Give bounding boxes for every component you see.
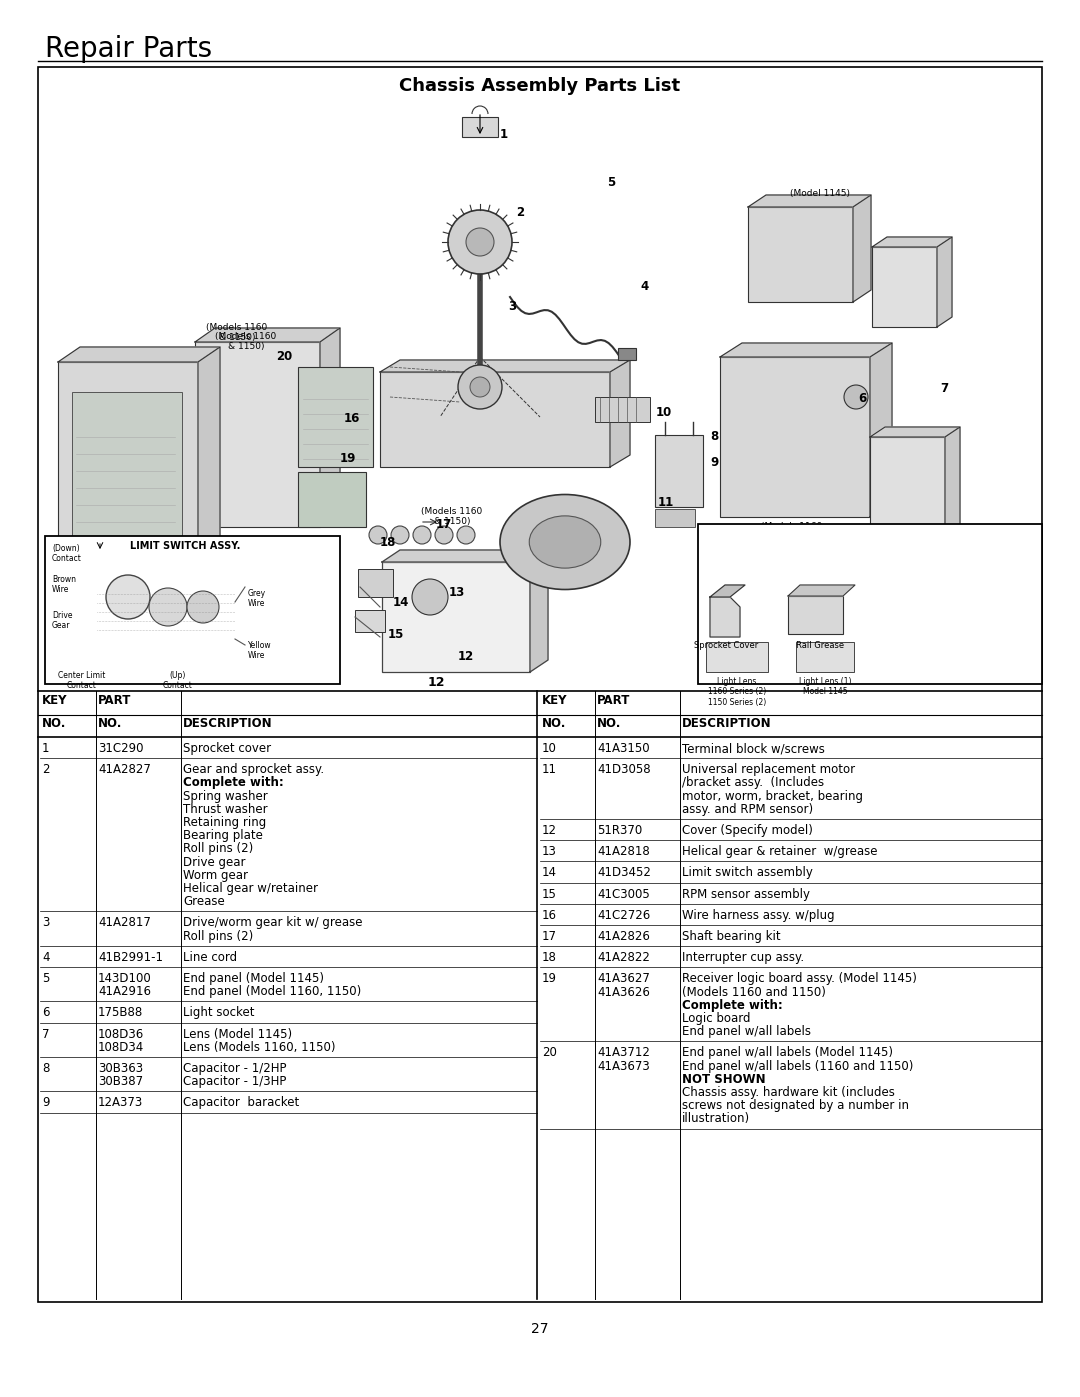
Text: Receiver logic board assy. (Model 1145): Receiver logic board assy. (Model 1145) [681,972,917,985]
Text: 41A2826: 41A2826 [597,930,650,943]
Text: 14: 14 [542,866,557,879]
Polygon shape [198,346,220,557]
Text: motor, worm, bracket, bearing: motor, worm, bracket, bearing [681,789,863,803]
Text: LIMIT SWITCH ASSY.: LIMIT SWITCH ASSY. [130,541,240,550]
Polygon shape [610,360,630,467]
Text: PART: PART [98,694,132,707]
Text: 41A3712: 41A3712 [597,1046,650,1059]
Text: 7: 7 [42,1028,50,1041]
Text: Roll pins (2): Roll pins (2) [183,842,253,855]
Text: KEY: KEY [542,694,567,707]
Bar [796,643,854,672]
Text: Chassis assy. hardware kit (includes: Chassis assy. hardware kit (includes [681,1085,895,1099]
Bar [748,207,853,302]
Bar [298,472,366,527]
Text: 10: 10 [656,407,672,419]
Text: 15: 15 [388,627,404,640]
Polygon shape [788,585,855,597]
Text: 41A3673: 41A3673 [597,1059,650,1073]
Text: assy. and RPM sensor): assy. and RPM sensor) [681,803,813,816]
Text: 12: 12 [542,824,557,837]
Bar [462,117,498,137]
Bar [72,393,183,548]
Polygon shape [710,597,740,637]
Text: 41A3626: 41A3626 [597,986,650,999]
Text: PART: PART [597,694,631,707]
Text: 2: 2 [42,763,50,777]
Text: illustration): illustration) [681,1112,751,1126]
Text: Cover (Specify model): Cover (Specify model) [681,824,813,837]
Circle shape [843,386,868,409]
Circle shape [465,228,494,256]
Text: RPM sensor assembly: RPM sensor assembly [681,887,810,901]
Circle shape [470,377,490,397]
Text: End panel w/all labels (1160 and 1150): End panel w/all labels (1160 and 1150) [681,1059,914,1073]
Bar [618,348,636,360]
Bar [720,358,870,517]
Text: Bearing plate: Bearing plate [183,830,262,842]
Text: 11: 11 [658,496,674,509]
Text: Drive/worm gear kit w/ grease: Drive/worm gear kit w/ grease [183,916,363,929]
Text: 20: 20 [276,351,293,363]
Text: Light socket: Light socket [183,1006,255,1020]
Bar [870,437,945,552]
Text: 13: 13 [542,845,557,858]
Text: 41B2991-1: 41B2991-1 [98,951,163,964]
Text: Light Lens (1)
Model 1145: Light Lens (1) Model 1145 [799,678,851,696]
Text: Thrust washer: Thrust washer [183,803,268,816]
Text: 51R370: 51R370 [597,824,643,837]
Text: Line cord: Line cord [183,951,238,964]
Text: 20: 20 [542,1046,557,1059]
Text: 14: 14 [393,595,409,609]
Text: 41C2726: 41C2726 [597,909,650,922]
Bar [698,524,1042,685]
Text: 41A2818: 41A2818 [597,845,650,858]
Ellipse shape [529,515,600,569]
Text: 5: 5 [607,176,616,189]
Text: 18: 18 [380,535,396,549]
Text: (Models 1160 and 1150): (Models 1160 and 1150) [681,986,826,999]
Text: 4: 4 [640,281,648,293]
Text: (Up)
Contact: (Up) Contact [163,671,193,690]
Text: 41A2916: 41A2916 [98,985,151,999]
Text: 10: 10 [542,742,557,754]
Text: 1: 1 [42,742,50,754]
Circle shape [413,527,431,543]
Polygon shape [380,360,630,372]
Text: 41A3150: 41A3150 [597,742,650,754]
Bar [654,509,696,527]
Bar [380,372,610,467]
Text: 143D100: 143D100 [98,972,152,985]
Text: KEY: KEY [42,694,67,707]
Polygon shape [937,237,951,327]
Bar [58,362,198,557]
Text: Shaft bearing kit: Shaft bearing kit [681,930,781,943]
Text: DESCRIPTION: DESCRIPTION [681,717,771,731]
Circle shape [457,527,475,543]
Polygon shape [748,196,870,207]
Bar [595,397,650,422]
Text: 3: 3 [42,916,50,929]
Text: End panel w/all labels: End panel w/all labels [681,1025,811,1038]
Polygon shape [195,328,340,342]
Text: 41A2822: 41A2822 [597,951,650,964]
Text: End panel (Model 1145): End panel (Model 1145) [183,972,324,985]
Text: (Models 1160
& 1150): (Models 1160 & 1150) [215,332,276,352]
Text: 8: 8 [42,1062,50,1076]
Text: 41C3005: 41C3005 [597,887,650,901]
Circle shape [391,527,409,543]
Text: 31C290: 31C290 [98,742,144,754]
Text: Rail Grease: Rail Grease [796,641,845,650]
Text: 30B387: 30B387 [98,1076,144,1088]
Text: 1: 1 [500,129,508,141]
Text: 19: 19 [542,972,557,985]
Polygon shape [720,344,892,358]
Polygon shape [320,328,340,527]
Text: Drive gear: Drive gear [183,855,245,869]
Text: 5: 5 [42,972,50,985]
Text: Logic board: Logic board [681,1011,751,1025]
Text: (Models 1160
& 1150): (Models 1160 & 1150) [761,522,823,542]
Text: Retaining ring: Retaining ring [183,816,267,828]
Circle shape [106,576,150,619]
Circle shape [187,591,219,623]
